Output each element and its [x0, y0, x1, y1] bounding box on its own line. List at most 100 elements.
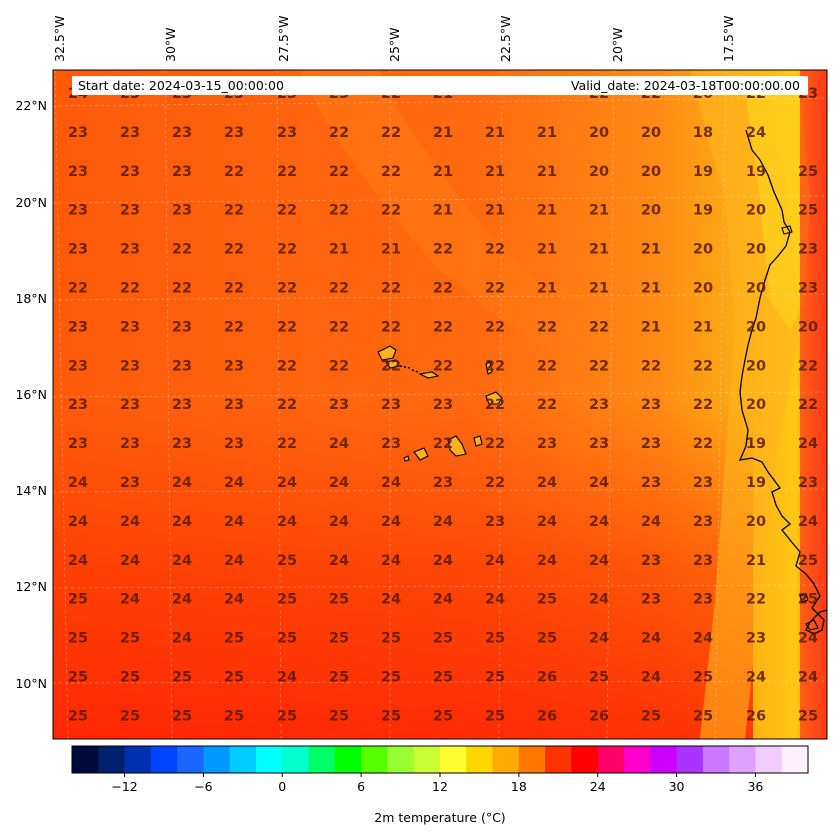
grid-value: 24	[68, 553, 88, 569]
coast-island-2	[799, 593, 809, 603]
coastal-yellow	[745, 90, 810, 330]
grid-value: 23	[172, 358, 192, 374]
colorbar-segment	[794, 746, 809, 773]
colorbar-tick-label: −6	[194, 779, 212, 794]
grid-value: 22	[433, 358, 453, 374]
grid-value: 25	[537, 631, 557, 647]
colorbar-segment	[164, 746, 178, 773]
grid-value: 22	[224, 319, 244, 335]
grid-value: 22	[277, 397, 297, 413]
grid-value: 22	[485, 358, 505, 374]
grid-value: 24	[172, 631, 192, 647]
colorbar-segment	[72, 746, 86, 773]
grid-value: 23	[172, 319, 192, 335]
grid-value: 25	[68, 670, 88, 686]
grid-value: 24	[277, 514, 297, 530]
grid-value: 24	[641, 514, 661, 530]
colorbar-segment	[137, 746, 152, 773]
colorbar-segment	[85, 746, 99, 773]
colorbar-tick-label: −12	[111, 779, 137, 794]
grid-value: 20	[693, 281, 713, 297]
lon-label: 20°W	[610, 27, 625, 62]
grid-value: 22	[224, 242, 244, 258]
grid-value: 22	[329, 125, 349, 141]
island-sal	[485, 361, 493, 375]
grid-value: 25	[485, 708, 505, 724]
colorbar-segment	[400, 746, 415, 773]
grid-value: 20	[746, 319, 766, 335]
grid-value: 24	[589, 475, 609, 491]
colorbar-segment	[597, 746, 612, 773]
grid-value: 23	[172, 125, 192, 141]
colorbar-segment	[492, 746, 507, 773]
grid-value: 25	[224, 708, 244, 724]
lat-label: 22°N	[15, 98, 47, 113]
grid-value: 23	[120, 397, 140, 413]
grid-value: 18	[693, 125, 713, 141]
lat-label: 16°N	[15, 387, 47, 402]
island-santiago	[447, 435, 467, 457]
grid-value: 21	[537, 242, 557, 258]
grid-value: 25	[433, 631, 453, 647]
latitude-labels: 22°N 20°N 18°N 16°N 14°N 12°N 10°N	[15, 98, 47, 691]
grid-value: 24	[68, 514, 88, 530]
grid-value: 25	[381, 670, 401, 686]
grid-value: 24	[433, 592, 453, 608]
grid-value: 21	[537, 125, 557, 141]
grid-value: 25	[798, 592, 818, 608]
grid-value: 23	[68, 164, 88, 180]
grid-value: 22	[433, 436, 453, 452]
grid-value: 24	[120, 553, 140, 569]
colorbar-segment	[348, 746, 362, 773]
grid-value: 23	[224, 436, 244, 452]
grid-value: 26	[537, 708, 557, 724]
grid-value: 22	[381, 125, 401, 141]
colorbar-segment	[308, 746, 323, 773]
grid-value: 22	[68, 281, 88, 297]
grid-value: 24	[381, 553, 401, 569]
grid-value: 23	[172, 164, 192, 180]
grid-value: 23	[120, 125, 140, 141]
grid-value: 22	[485, 281, 505, 297]
grid-value: 24	[693, 631, 713, 647]
grid-value: 25	[224, 670, 244, 686]
grid-value: 22	[381, 358, 401, 374]
grid-value: 22	[693, 436, 713, 452]
grid-value: 21	[641, 242, 661, 258]
grid-value: 20	[746, 281, 766, 297]
grid-value: 22	[277, 242, 297, 258]
colorbar-tick-label: 18	[511, 779, 527, 794]
colorbar-segment	[702, 746, 717, 773]
grid-value: 23	[172, 436, 192, 452]
island-sao-vicente	[385, 359, 400, 369]
valid-date-label: Valid_date: 2024-03-18T00:00:00.00	[571, 78, 800, 93]
grid-value: 21	[537, 203, 557, 219]
grid-value: 24	[224, 475, 244, 491]
grid-value: 23	[641, 475, 661, 491]
grid-value: 25	[68, 708, 88, 724]
grid-value: 21	[485, 164, 505, 180]
colorbar-segment	[571, 746, 586, 773]
grid-value: 21	[641, 319, 661, 335]
grid-value: 23	[693, 514, 713, 530]
grid-value: 24	[120, 514, 140, 530]
grid-value: 25	[798, 203, 818, 219]
colorbar-segment	[584, 746, 599, 773]
grid-value: 22	[433, 242, 453, 258]
colorbar-segment	[729, 746, 743, 773]
grid-value: 22	[589, 358, 609, 374]
grid-value: 22	[224, 203, 244, 219]
lon-label: 30°W	[163, 27, 178, 62]
colorbar-segment	[768, 746, 783, 773]
colorbar-tick-label: 36	[747, 779, 763, 794]
grid-value: 22	[329, 164, 349, 180]
grid-value: 24	[589, 631, 609, 647]
colorbar-segment	[321, 746, 336, 773]
grid-value: 23	[224, 125, 244, 141]
colorbar-segment	[124, 746, 139, 773]
grid-value: 20	[589, 164, 609, 180]
grid-value: 24	[381, 592, 401, 608]
grid-value: 19	[693, 164, 713, 180]
grid-value: 21	[693, 319, 713, 335]
colorbar-segment	[689, 746, 704, 773]
